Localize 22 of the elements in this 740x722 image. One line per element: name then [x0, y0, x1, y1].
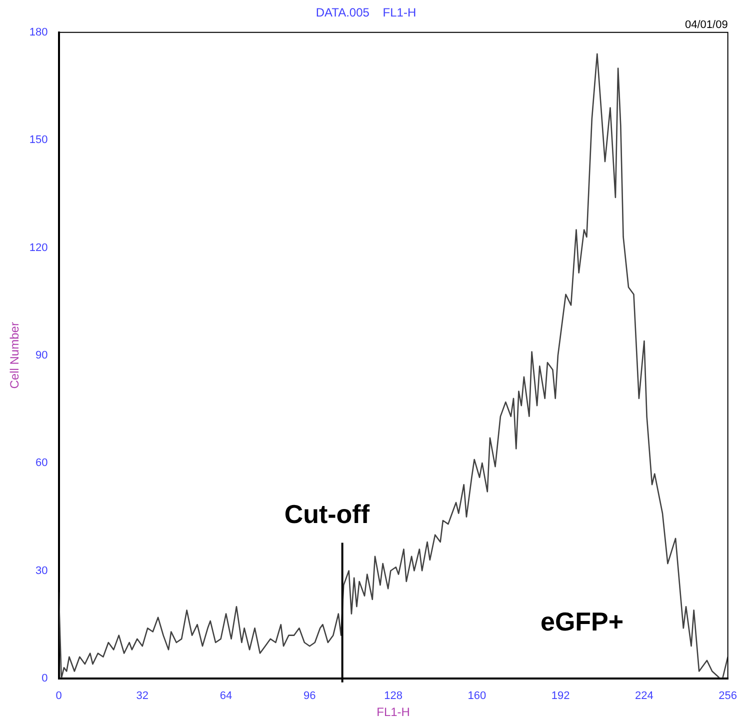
y-tick-label: 60	[36, 457, 48, 470]
x-tick-label: 160	[468, 690, 486, 702]
y-tick-label: 90	[36, 349, 48, 362]
x-tick-label: 0	[56, 690, 62, 702]
x-tick-label: 224	[635, 690, 654, 702]
x-tick-label: 96	[304, 690, 316, 702]
annotation: eGFP+	[540, 606, 624, 637]
text: 04/01/09	[684, 18, 728, 31]
y-tick-label: 180	[29, 26, 48, 38]
x-axis-title: FL1-H	[376, 705, 410, 720]
y-tick-label: 30	[36, 564, 48, 577]
x-tick-label: 128	[384, 690, 402, 702]
x-tick-label: 32	[136, 690, 149, 702]
y-tick-label: 150	[29, 134, 48, 146]
x-tick-label: 192	[551, 690, 570, 702]
x-tick-label: 64	[220, 690, 232, 702]
y-tick-label: 120	[29, 242, 48, 254]
ref-line-label: Cut-off	[284, 498, 370, 529]
y-tick-label: 0	[42, 672, 48, 684]
x-tick-label: 256	[718, 690, 738, 702]
chart-title: DATA.005 FL1-H	[316, 6, 416, 20]
y-axis-title: Cell Number	[8, 322, 22, 389]
